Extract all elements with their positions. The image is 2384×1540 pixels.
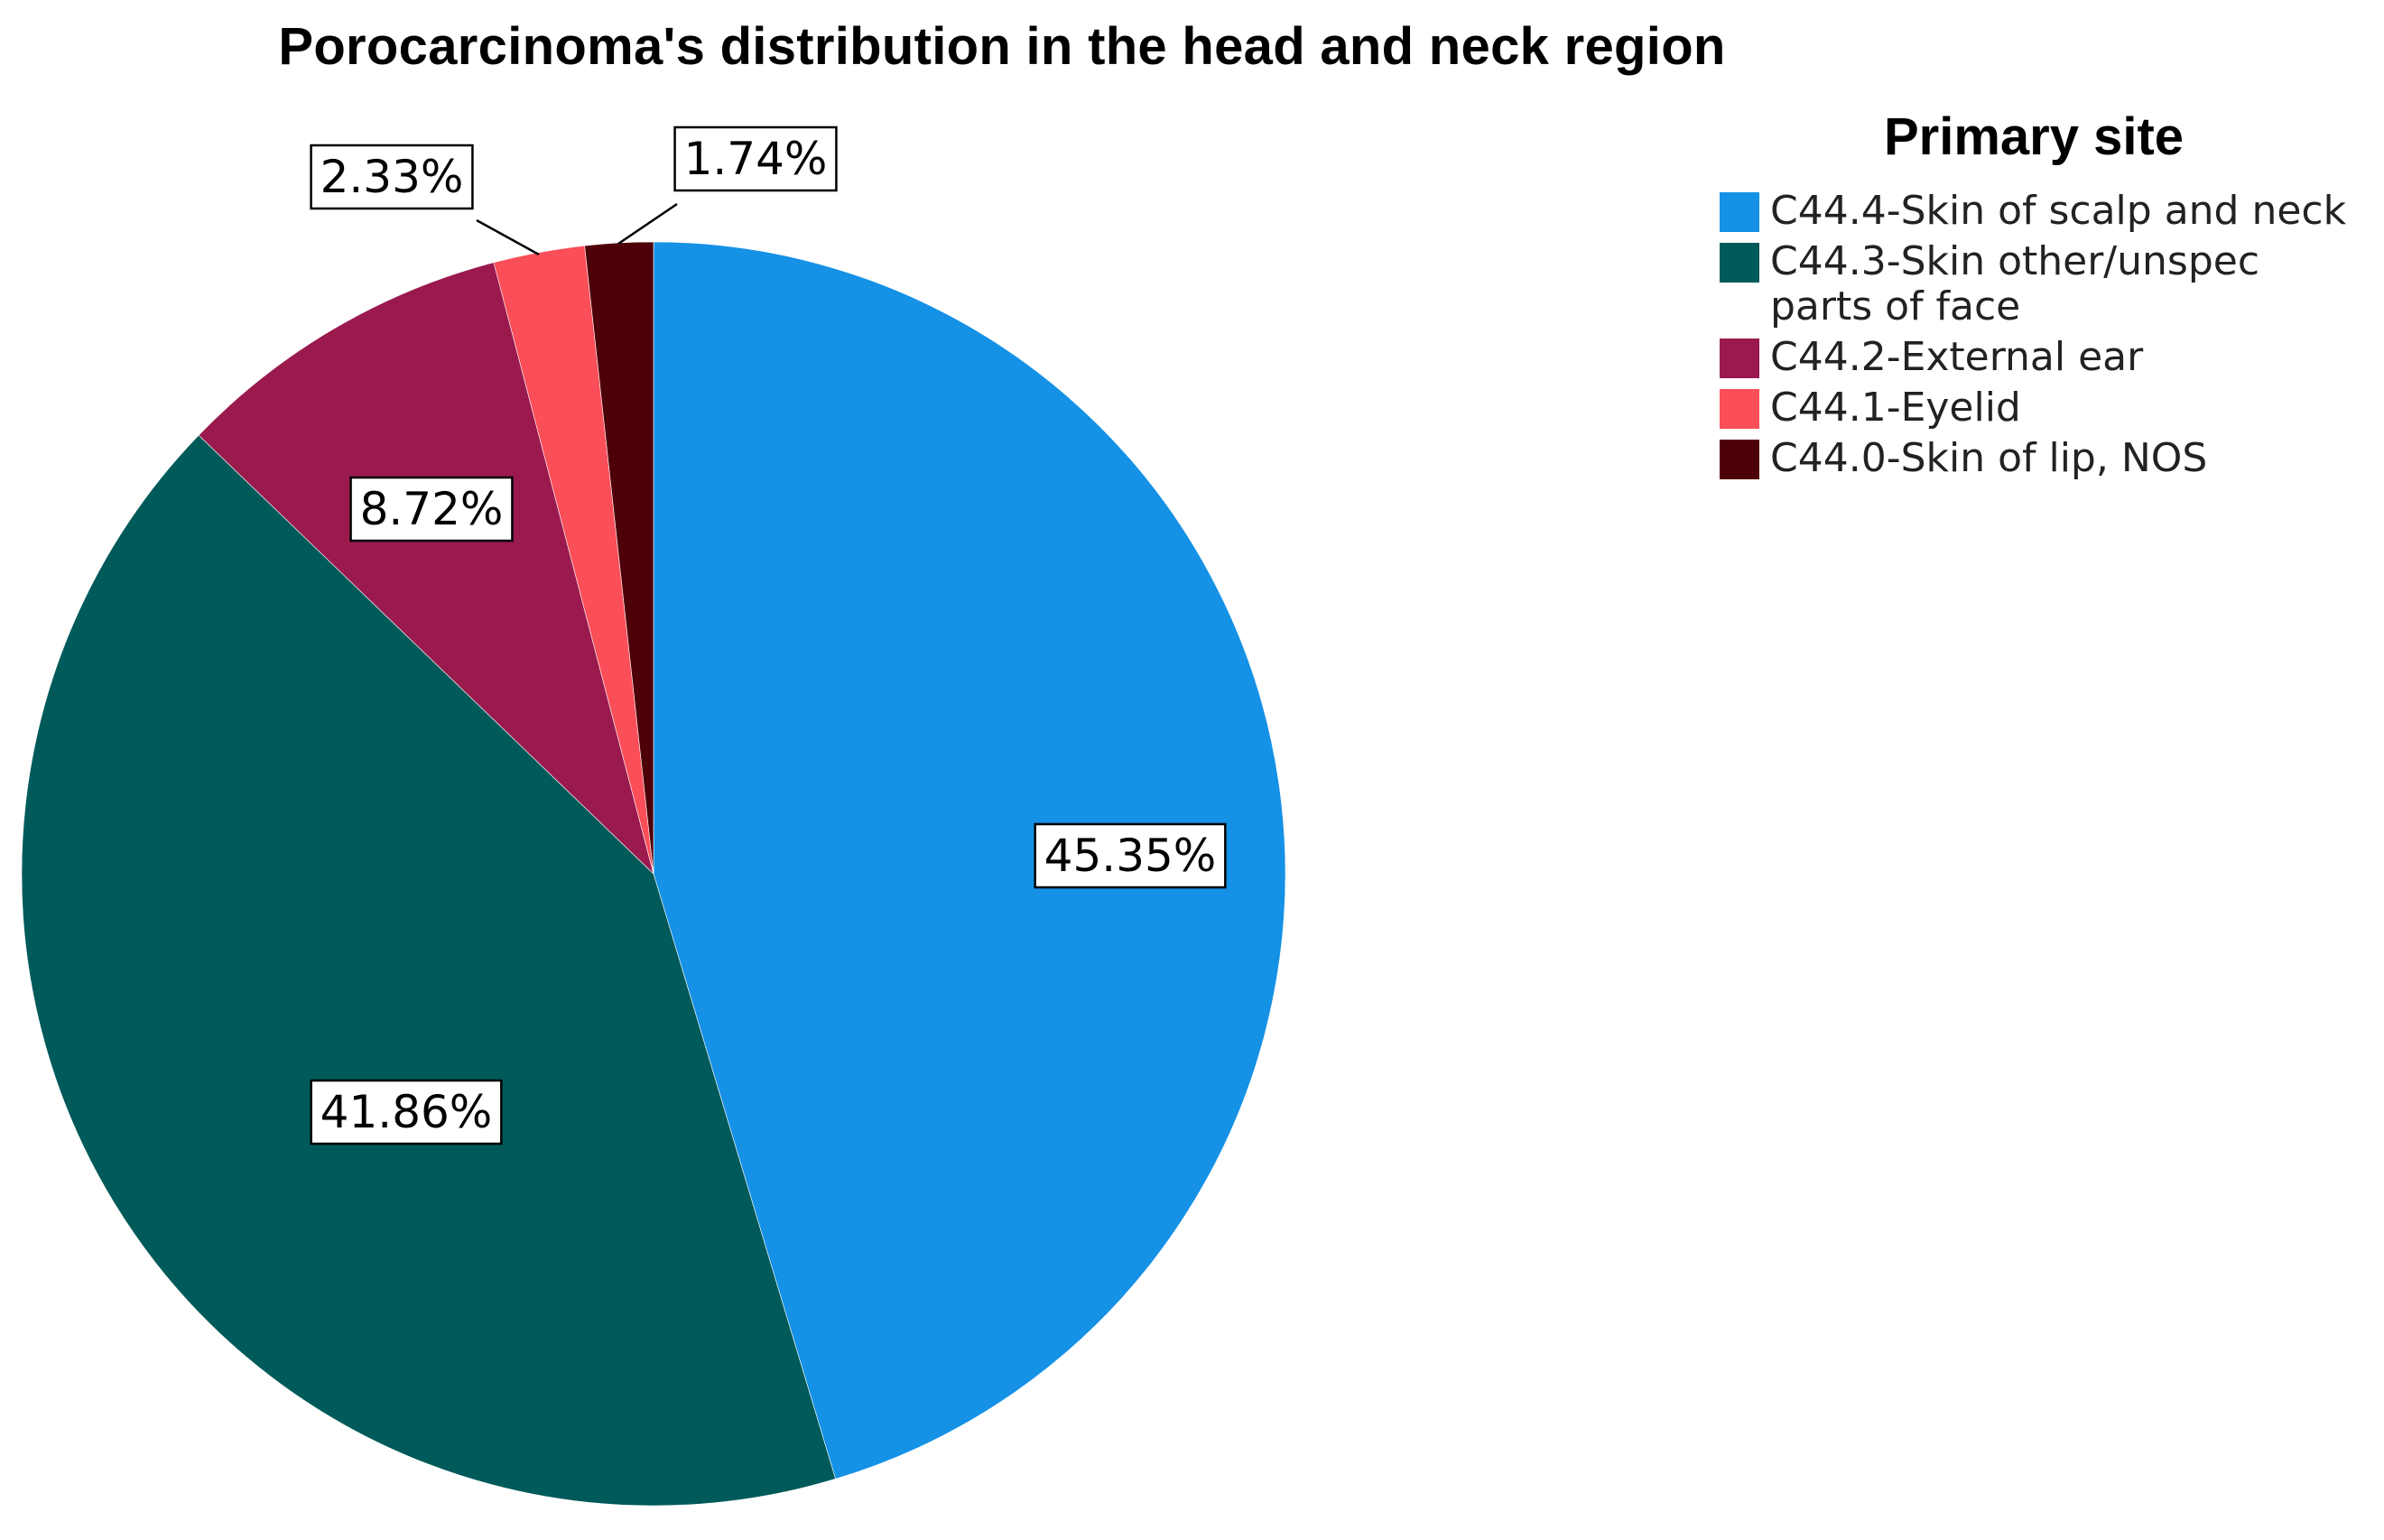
legend-swatch-4 (1720, 389, 1759, 429)
legend-item-1: C44.4-Skin of scalp and neck (1720, 189, 2379, 234)
leader-line-5 (617, 202, 678, 246)
pie-data-label-text-1: 45.35% (1044, 830, 1217, 882)
legend-item-5: C44.0-Skin of lip, NOS (1720, 436, 2379, 481)
pie-data-label-1: 45.35% (1034, 822, 1227, 889)
leader-line-4 (476, 218, 540, 256)
legend-label-4: C44.1-Eyelid (1770, 385, 2021, 431)
pie-slice-2 (21, 434, 836, 1507)
legend-label-1: C44.4-Skin of scalp and neck (1770, 188, 2347, 234)
pie-data-label-box-3 (349, 476, 514, 543)
legend-label-2: C44.3-Skin other/unspec parts of face (1770, 238, 2260, 329)
pie-data-label-text-4: 2.33% (320, 151, 464, 203)
legend-title: Primary site (1883, 107, 2185, 166)
legend-label-3: C44.2-External ear (1770, 334, 2144, 380)
pie-data-labels: 45.35% 41.86% 8.72% 2.33% 1.74% (310, 125, 1227, 1146)
pie-data-label-box-1 (1034, 822, 1227, 889)
legend-item-4: C44.1-Eyelid (1720, 385, 2379, 431)
pie-data-label-box-2 (310, 1079, 503, 1146)
legend-item-3: C44.2-External ear (1720, 335, 2379, 380)
chart-title: Porocarcinoma's distribution in the head… (278, 17, 1726, 76)
legend-swatch-3 (1720, 339, 1759, 378)
pie-data-label-5: 1.74% (617, 125, 838, 246)
legend-swatch-5 (1720, 440, 1759, 479)
pie-data-label-text-5: 1.74% (684, 133, 828, 185)
pie-data-label-3: 8.72% (349, 476, 514, 543)
legend-swatch-1 (1720, 192, 1759, 232)
pie-slices (21, 241, 1286, 1507)
pie-data-label-2: 41.86% (310, 1079, 503, 1146)
legend-items: C44.4-Skin of scalp and neck C44.3-Skin o… (1720, 189, 2379, 481)
pie-data-label-text-2: 41.86% (320, 1086, 493, 1138)
pie-slice-3 (198, 262, 654, 875)
pie-data-label-4: 2.33% (310, 144, 540, 256)
pie-data-label-box-4 (310, 144, 474, 210)
legend: Primary site C44.4-Skin of scalp and nec… (1720, 107, 2379, 487)
pie-data-label-box-5 (673, 125, 838, 192)
pie-slice-1 (653, 241, 1286, 1480)
pie-data-label-text-3: 8.72% (360, 483, 504, 535)
legend-swatch-2 (1720, 243, 1759, 283)
legend-item-2: C44.3-Skin other/unspec parts of face (1720, 239, 2379, 329)
legend-label-5: C44.0-Skin of lip, NOS (1770, 435, 2208, 481)
